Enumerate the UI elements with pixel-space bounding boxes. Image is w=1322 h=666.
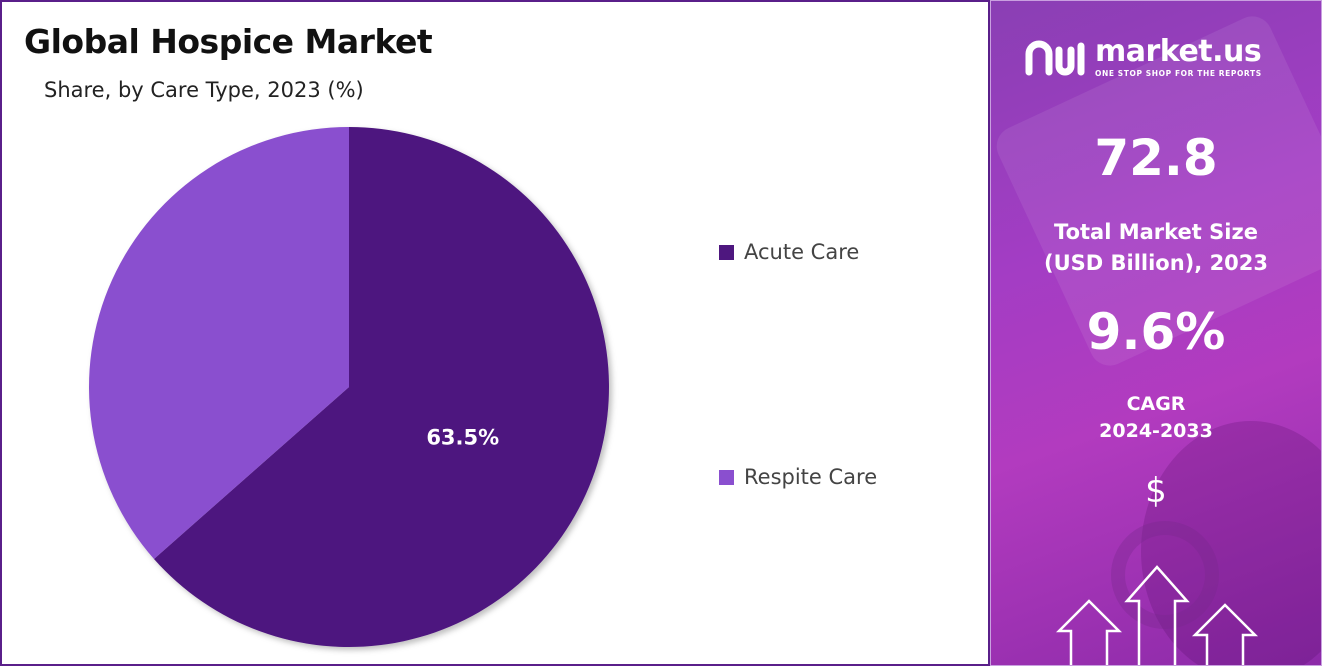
legend-label-respite-care: Respite Care xyxy=(744,465,878,489)
chart-subtitle: Share, by Care Type, 2023 (%) xyxy=(44,78,364,102)
dollar-icon: $ xyxy=(1145,471,1167,511)
market-size-label-line2: (USD Billion), 2023 xyxy=(1043,251,1269,275)
summary-panel: market.us ONE STOP SHOP FOR THE REPORTS … xyxy=(990,0,1322,666)
cagr-label-line2: 2024-2033 xyxy=(1099,420,1213,442)
brand-logo: market.us ONE STOP SHOP FOR THE REPORTS xyxy=(1025,37,1262,78)
brand-tagline: ONE STOP SHOP FOR THE REPORTS xyxy=(1095,69,1262,78)
pie-chart: 63.5% xyxy=(88,126,609,647)
market-size-value: 72.8 xyxy=(1094,129,1218,187)
up-arrows-icon xyxy=(1055,565,1259,665)
brand-name: market.us xyxy=(1095,34,1262,69)
market-size-label-line1: Total Market Size xyxy=(1054,220,1258,244)
legend-item-respite-care: Respite Care xyxy=(719,465,877,489)
legend-label-acute-care: Acute Care xyxy=(744,240,860,264)
pie-data-label: 63.5% xyxy=(426,425,499,449)
pie-slice-respite-care xyxy=(88,126,349,559)
legend-item-acute-care: Acute Care xyxy=(719,240,859,264)
chart-title: Global Hospice Market xyxy=(24,22,433,61)
pie-slice-acute-care xyxy=(153,127,609,647)
legend-swatch-respite-care xyxy=(719,469,734,485)
chart-panel: Global Hospice Market Share, by Care Typ… xyxy=(0,0,990,666)
cagr-value: 9.6% xyxy=(1086,303,1226,361)
legend-swatch-acute-care xyxy=(719,244,734,260)
logo-icon xyxy=(1025,40,1085,75)
cagr-label-line1: CAGR xyxy=(1126,393,1186,415)
